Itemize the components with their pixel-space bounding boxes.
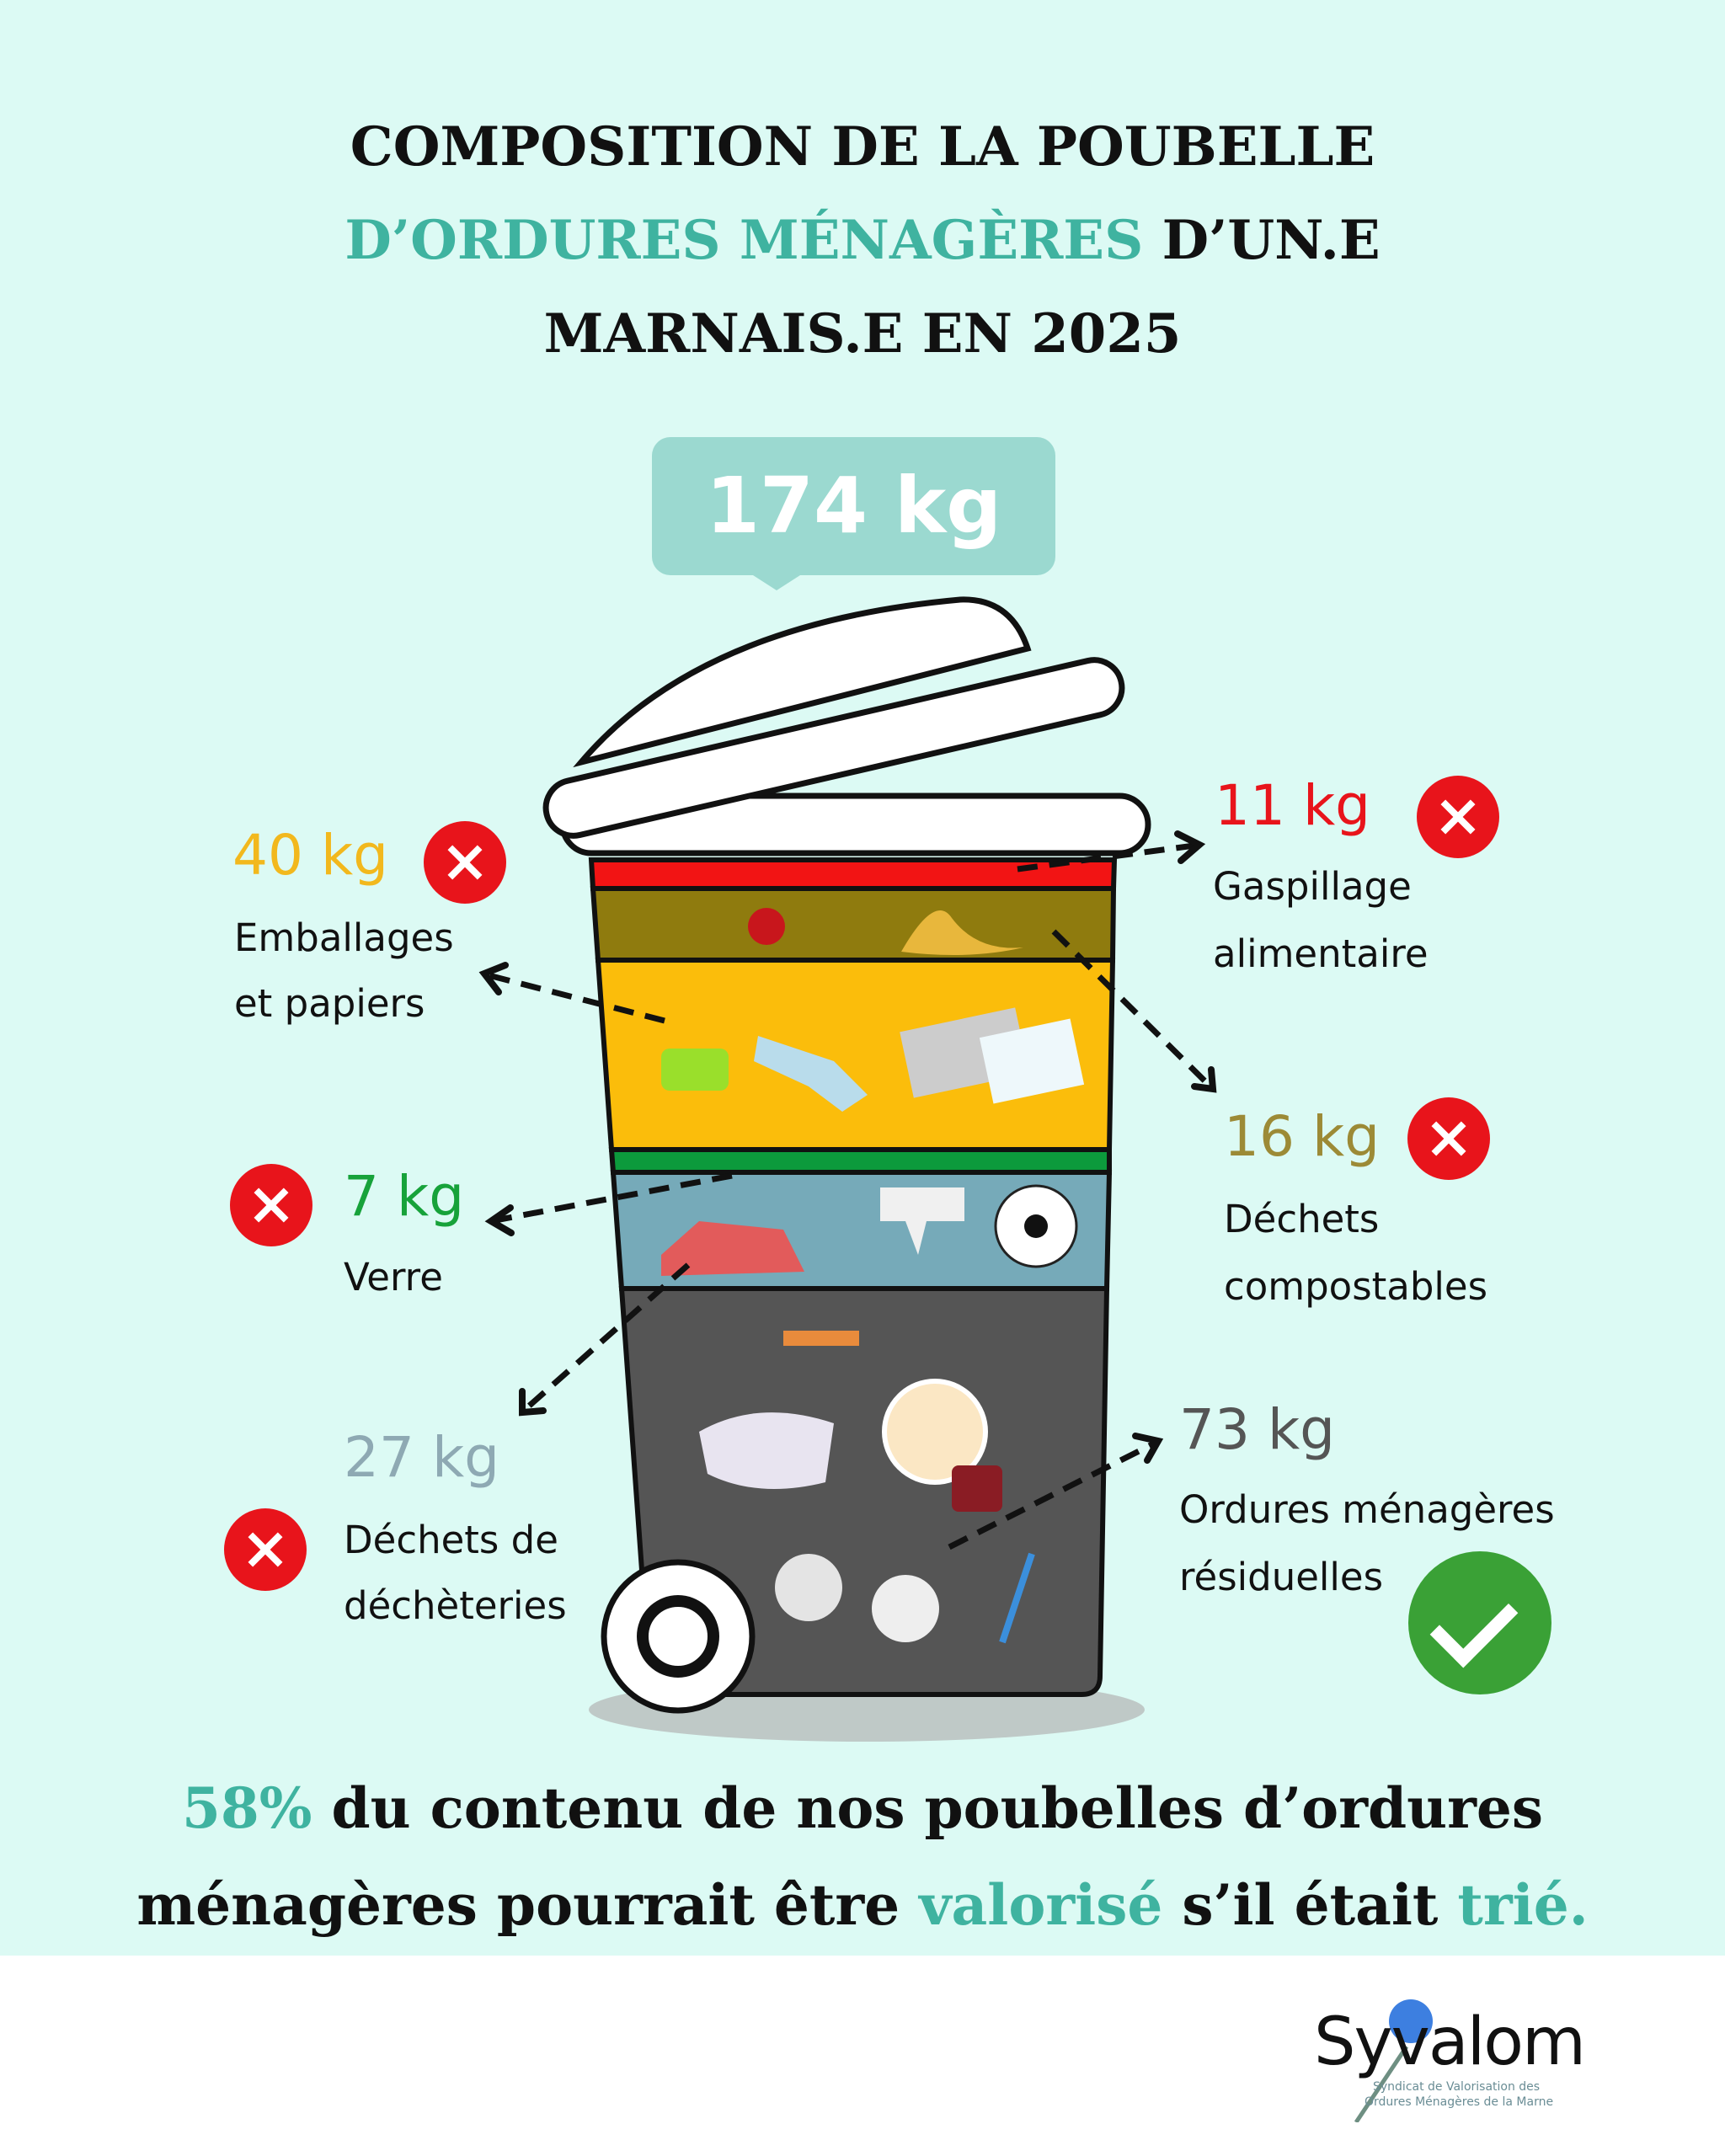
cross-icon	[424, 821, 506, 904]
syvalom-logo: Syvalom Syndicat de Valorisation des Ord…	[1314, 1979, 1586, 2122]
label-gaspillage-2: alimentaire	[1213, 931, 1429, 976]
arrow-residuel	[948, 1440, 1156, 1550]
total-weight-badge: 174 kg	[652, 437, 1055, 590]
arrow-decheterie	[523, 1262, 691, 1412]
logo-subtitle-1: Syndicat de Valorisation des	[1373, 2080, 1541, 2094]
bin-lid-dome	[573, 596, 1032, 768]
logo-subtitle-2: Ordures Ménagères de la Marne	[1365, 2095, 1554, 2109]
bin-lid	[542, 657, 1125, 839]
mug-icon	[952, 1465, 1002, 1512]
bin-illustration	[478, 596, 1217, 1742]
weight-decheterie: 27 kg	[344, 1425, 500, 1490]
title-highlight: D’ORDURES MÉNAGÈRES	[344, 209, 1144, 272]
label-gaspillage-1: Gaspillage	[1213, 864, 1412, 909]
conclusion-text-3: s’il était	[1162, 1872, 1458, 1938]
arrowheads	[478, 830, 1217, 1464]
layer-verre	[608, 1147, 1112, 1175]
title-line-2: D’ORDURES MÉNAGÈRES D’UN.E	[0, 195, 1725, 287]
label-compost-2: compostables	[1224, 1264, 1488, 1309]
conclusion-line-2: ménagères pourrait être valorisé s’il ét…	[0, 1859, 1725, 1951]
arrow-compost	[1051, 929, 1212, 1088]
weight-compost: 16 kg	[1224, 1104, 1381, 1169]
shoe-icon	[661, 1221, 804, 1276]
label-verre: Verre	[344, 1255, 443, 1299]
percentage: 58%	[181, 1775, 312, 1841]
logo-wordmark: Syvalom	[1314, 2004, 1586, 2080]
cornflower-icon	[1354, 1999, 1433, 2122]
bottle-icon	[754, 1036, 868, 1112]
arrows	[488, 842, 1212, 1550]
arrow-verre	[494, 1172, 733, 1224]
conclusion-line-1: 58% du contenu de nos poubelles d’ordure…	[0, 1762, 1725, 1854]
weight-emballages: 40 kg	[232, 823, 389, 888]
weight-verre: 7 kg	[344, 1164, 465, 1229]
cross-icon	[1407, 1097, 1490, 1180]
label-residuel-1: Ordures ménagères	[1179, 1487, 1555, 1532]
check-icon	[1408, 1551, 1551, 1694]
conclusion-text-1: du contenu de nos poubelles d’ordures	[312, 1775, 1544, 1841]
broken-plate-icon	[882, 1379, 988, 1485]
paper-icon	[979, 1018, 1085, 1104]
weight-residuel: 73 kg	[1179, 1397, 1336, 1462]
can-icon	[661, 1049, 729, 1091]
label-emballages-2: et papiers	[234, 981, 425, 1026]
title-line-3: MARNAIS.E EN 2025	[543, 302, 1182, 366]
cigarette-butts-icon	[783, 1331, 859, 1346]
hairdryer-icon	[880, 1187, 964, 1255]
title-line-1: COMPOSITION DE LA POUBELLE	[350, 115, 1375, 179]
weight-gaspillage: 11 kg	[1215, 773, 1371, 838]
valorise-highlight: valorisé	[919, 1872, 1163, 1938]
football-patch	[1024, 1214, 1048, 1238]
cross-icon	[230, 1164, 312, 1246]
title-line-2-rest: D’UN.E	[1143, 209, 1381, 272]
label-compost-1: Déchets	[1224, 1197, 1380, 1241]
diaper-icon	[699, 1412, 834, 1489]
label-decheterie-1: Déchets de	[344, 1518, 558, 1562]
toothbrush-icon	[999, 1552, 1035, 1644]
trie-highlight: trié.	[1457, 1872, 1589, 1938]
label-residuel-2: résiduelles	[1179, 1555, 1384, 1599]
banana-peel-icon	[901, 910, 1023, 955]
layer-compost	[590, 886, 1117, 963]
tissue-icon	[775, 1554, 842, 1621]
label-emballages-1: Emballages	[234, 915, 454, 960]
wheel-hub	[637, 1595, 719, 1678]
cross-icon	[224, 1508, 307, 1591]
conclusion-text-2: ménagères pourrait être	[136, 1872, 920, 1938]
tissue-icon-2	[872, 1575, 939, 1642]
label-decheterie-2: déchèteries	[344, 1583, 567, 1628]
cross-icon	[1417, 776, 1499, 858]
apple-core-icon	[748, 908, 785, 945]
